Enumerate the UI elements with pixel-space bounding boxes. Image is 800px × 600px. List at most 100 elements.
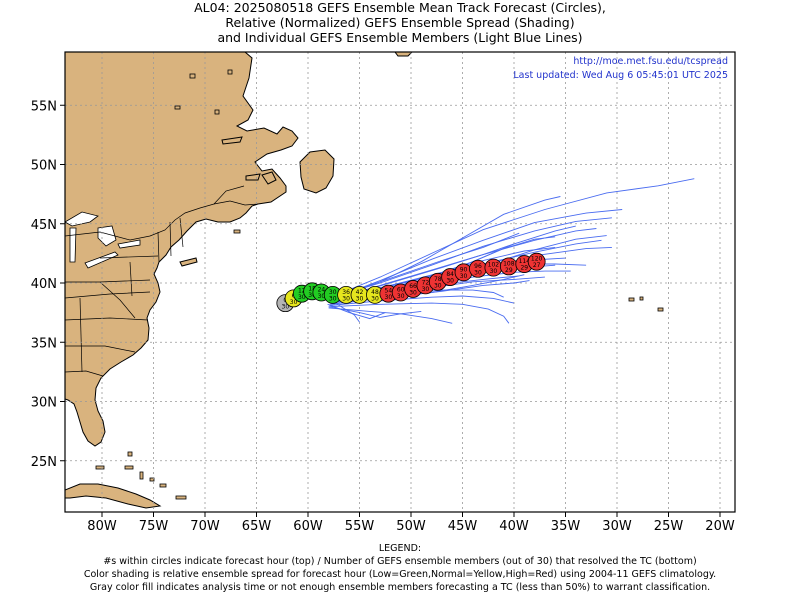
- forecast-hour-label: 60: [397, 286, 405, 293]
- lon-tick-label: 60W: [293, 519, 323, 534]
- lat-tick-label: 25N: [31, 455, 57, 470]
- member-track-line: [333, 301, 360, 323]
- great-lakes: [65, 211, 141, 269]
- member-track-line: [333, 178, 695, 297]
- map-frame: [64, 51, 736, 513]
- member-count-label: 30: [460, 273, 468, 280]
- member-count-label: 30: [446, 278, 454, 285]
- forecast-hour-label: 72: [422, 279, 430, 286]
- land-masses: [65, 52, 413, 509]
- lat-tick-label: 50N: [31, 159, 57, 174]
- lake-michigan: [69, 227, 77, 263]
- forecast-hour-label: 114: [519, 258, 531, 265]
- lon-tick-label: 30W: [602, 519, 632, 534]
- legend-line-3: Gray color fill indicates analysis time …: [89, 582, 711, 593]
- political-boundaries: [65, 185, 259, 377]
- north-america-land: [65, 52, 299, 447]
- legend-heading: LEGEND:: [378, 543, 422, 554]
- lake-superior: [65, 211, 99, 227]
- member-count-label: 30: [371, 295, 379, 302]
- axis-ticks: 80W 75W 70W 65W 60W 55W 50W 45W 40W 35W 30W 25W 20W 5…: [31, 99, 735, 534]
- member-count-label: 30: [329, 295, 337, 302]
- last-updated: Last updated: Wed Aug 6 05:45:01 UTC 202…: [513, 70, 728, 81]
- legend-line-1: #s within circles indicate forecast hour…: [103, 556, 697, 567]
- anticosti-land: [221, 136, 243, 145]
- lon-tick-label: 45W: [448, 519, 478, 534]
- member-count-label: 27: [533, 262, 541, 269]
- member-count-label: 29: [505, 267, 513, 274]
- member-count-label: 30: [298, 294, 306, 301]
- member-count-label: 30: [474, 269, 482, 276]
- forecast-hour-label: 96: [474, 263, 482, 270]
- lon-tick-label: 35W: [551, 519, 581, 534]
- member-count-label: 30: [385, 294, 393, 301]
- long-island-land: [179, 257, 198, 267]
- member-track-line: [327, 303, 386, 320]
- forecast-hour-label: 30: [329, 289, 337, 296]
- member-count-label: 30: [409, 289, 417, 296]
- lon-tick-label: 40W: [499, 519, 529, 534]
- cuba-land: [65, 483, 162, 509]
- member-track-line: [333, 217, 612, 298]
- legend-line-2: Color shading is relative ensemble sprea…: [83, 569, 717, 580]
- lake-huron: [97, 225, 117, 247]
- lon-tick-label: 55W: [345, 519, 375, 534]
- lon-tick-label: 25W: [654, 519, 684, 534]
- forecast-hour-label: 24: [318, 286, 326, 293]
- lon-tick-label: 65W: [242, 519, 272, 534]
- forecast-hour-label: 120: [531, 256, 543, 263]
- forecast-hour-label: 84: [446, 271, 454, 278]
- lat-tick-label: 40N: [31, 277, 57, 292]
- forecast-hour-label: 90: [460, 266, 468, 273]
- lon-tick-label: 50W: [396, 519, 426, 534]
- lat-tick-label: 35N: [31, 336, 57, 351]
- forecast-hour-label: 108: [503, 260, 515, 267]
- greenland-land: [394, 52, 413, 57]
- member-count-label: 30: [342, 295, 350, 302]
- member-track-line: [328, 306, 422, 318]
- lake-ontario: [117, 239, 141, 249]
- member-count-label: 30: [434, 282, 442, 289]
- forecast-hour-label: 12: [298, 288, 306, 295]
- member-track-line: [333, 209, 623, 299]
- chart-title: AL04: 2025080518 GEFS Ensemble Mean Trac…: [0, 0, 800, 45]
- title-line-2: Relative (Normalized) GEFS Ensemble Spre…: [225, 15, 575, 30]
- forecast-hour-label: 36: [342, 289, 350, 296]
- forecast-hour-label: 66: [409, 283, 417, 290]
- member-track-line: [329, 302, 510, 324]
- cape-breton-land: [261, 171, 277, 185]
- forecast-hour-label: 102: [488, 262, 500, 269]
- legend: LEGEND: #s within circles indicate forec…: [0, 542, 800, 594]
- forecast-hour-label: 42: [356, 289, 364, 296]
- forecast-hour-label: 54: [385, 288, 393, 295]
- lat-tick-label: 55N: [31, 99, 57, 114]
- lon-tick-label: 80W: [87, 519, 117, 534]
- member-count-label: 30: [397, 293, 405, 300]
- member-count-label: 30: [282, 304, 290, 311]
- title-line-3: and Individual GEFS Ensemble Members (Li…: [217, 30, 583, 45]
- ensemble-mean-track: 0306301230183024303030363042304830543060…: [276, 252, 546, 313]
- lon-tick-label: 75W: [139, 519, 169, 534]
- info-url[interactable]: http://moe.met.fsu.edu/tcspread: [573, 56, 728, 67]
- forecast-hour-label: 78: [434, 276, 442, 283]
- lake-erie: [84, 251, 119, 269]
- forecast-circle: [527, 252, 546, 271]
- member-track-line: [332, 196, 561, 299]
- member-count-label: 30: [490, 268, 498, 275]
- member-count-label: 30: [356, 295, 364, 302]
- member-count-label: 29: [520, 265, 528, 272]
- member-count-label: 30: [290, 299, 298, 306]
- small-islands: [95, 69, 664, 500]
- title-line-1: AL04: 2025080518 GEFS Ensemble Mean Trac…: [194, 0, 606, 15]
- newfoundland-land: [299, 149, 335, 194]
- member-count-label: 30: [318, 293, 326, 300]
- lon-tick-label: 20W: [705, 519, 735, 534]
